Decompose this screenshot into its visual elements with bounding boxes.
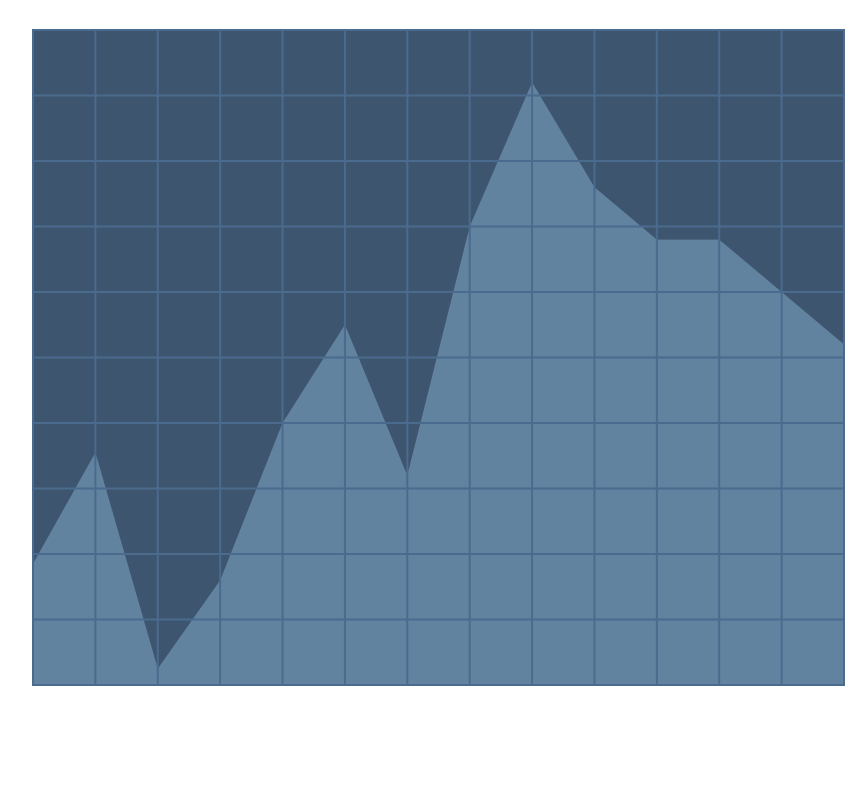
- plot-border: [32, 29, 845, 686]
- area-series: [33, 82, 844, 685]
